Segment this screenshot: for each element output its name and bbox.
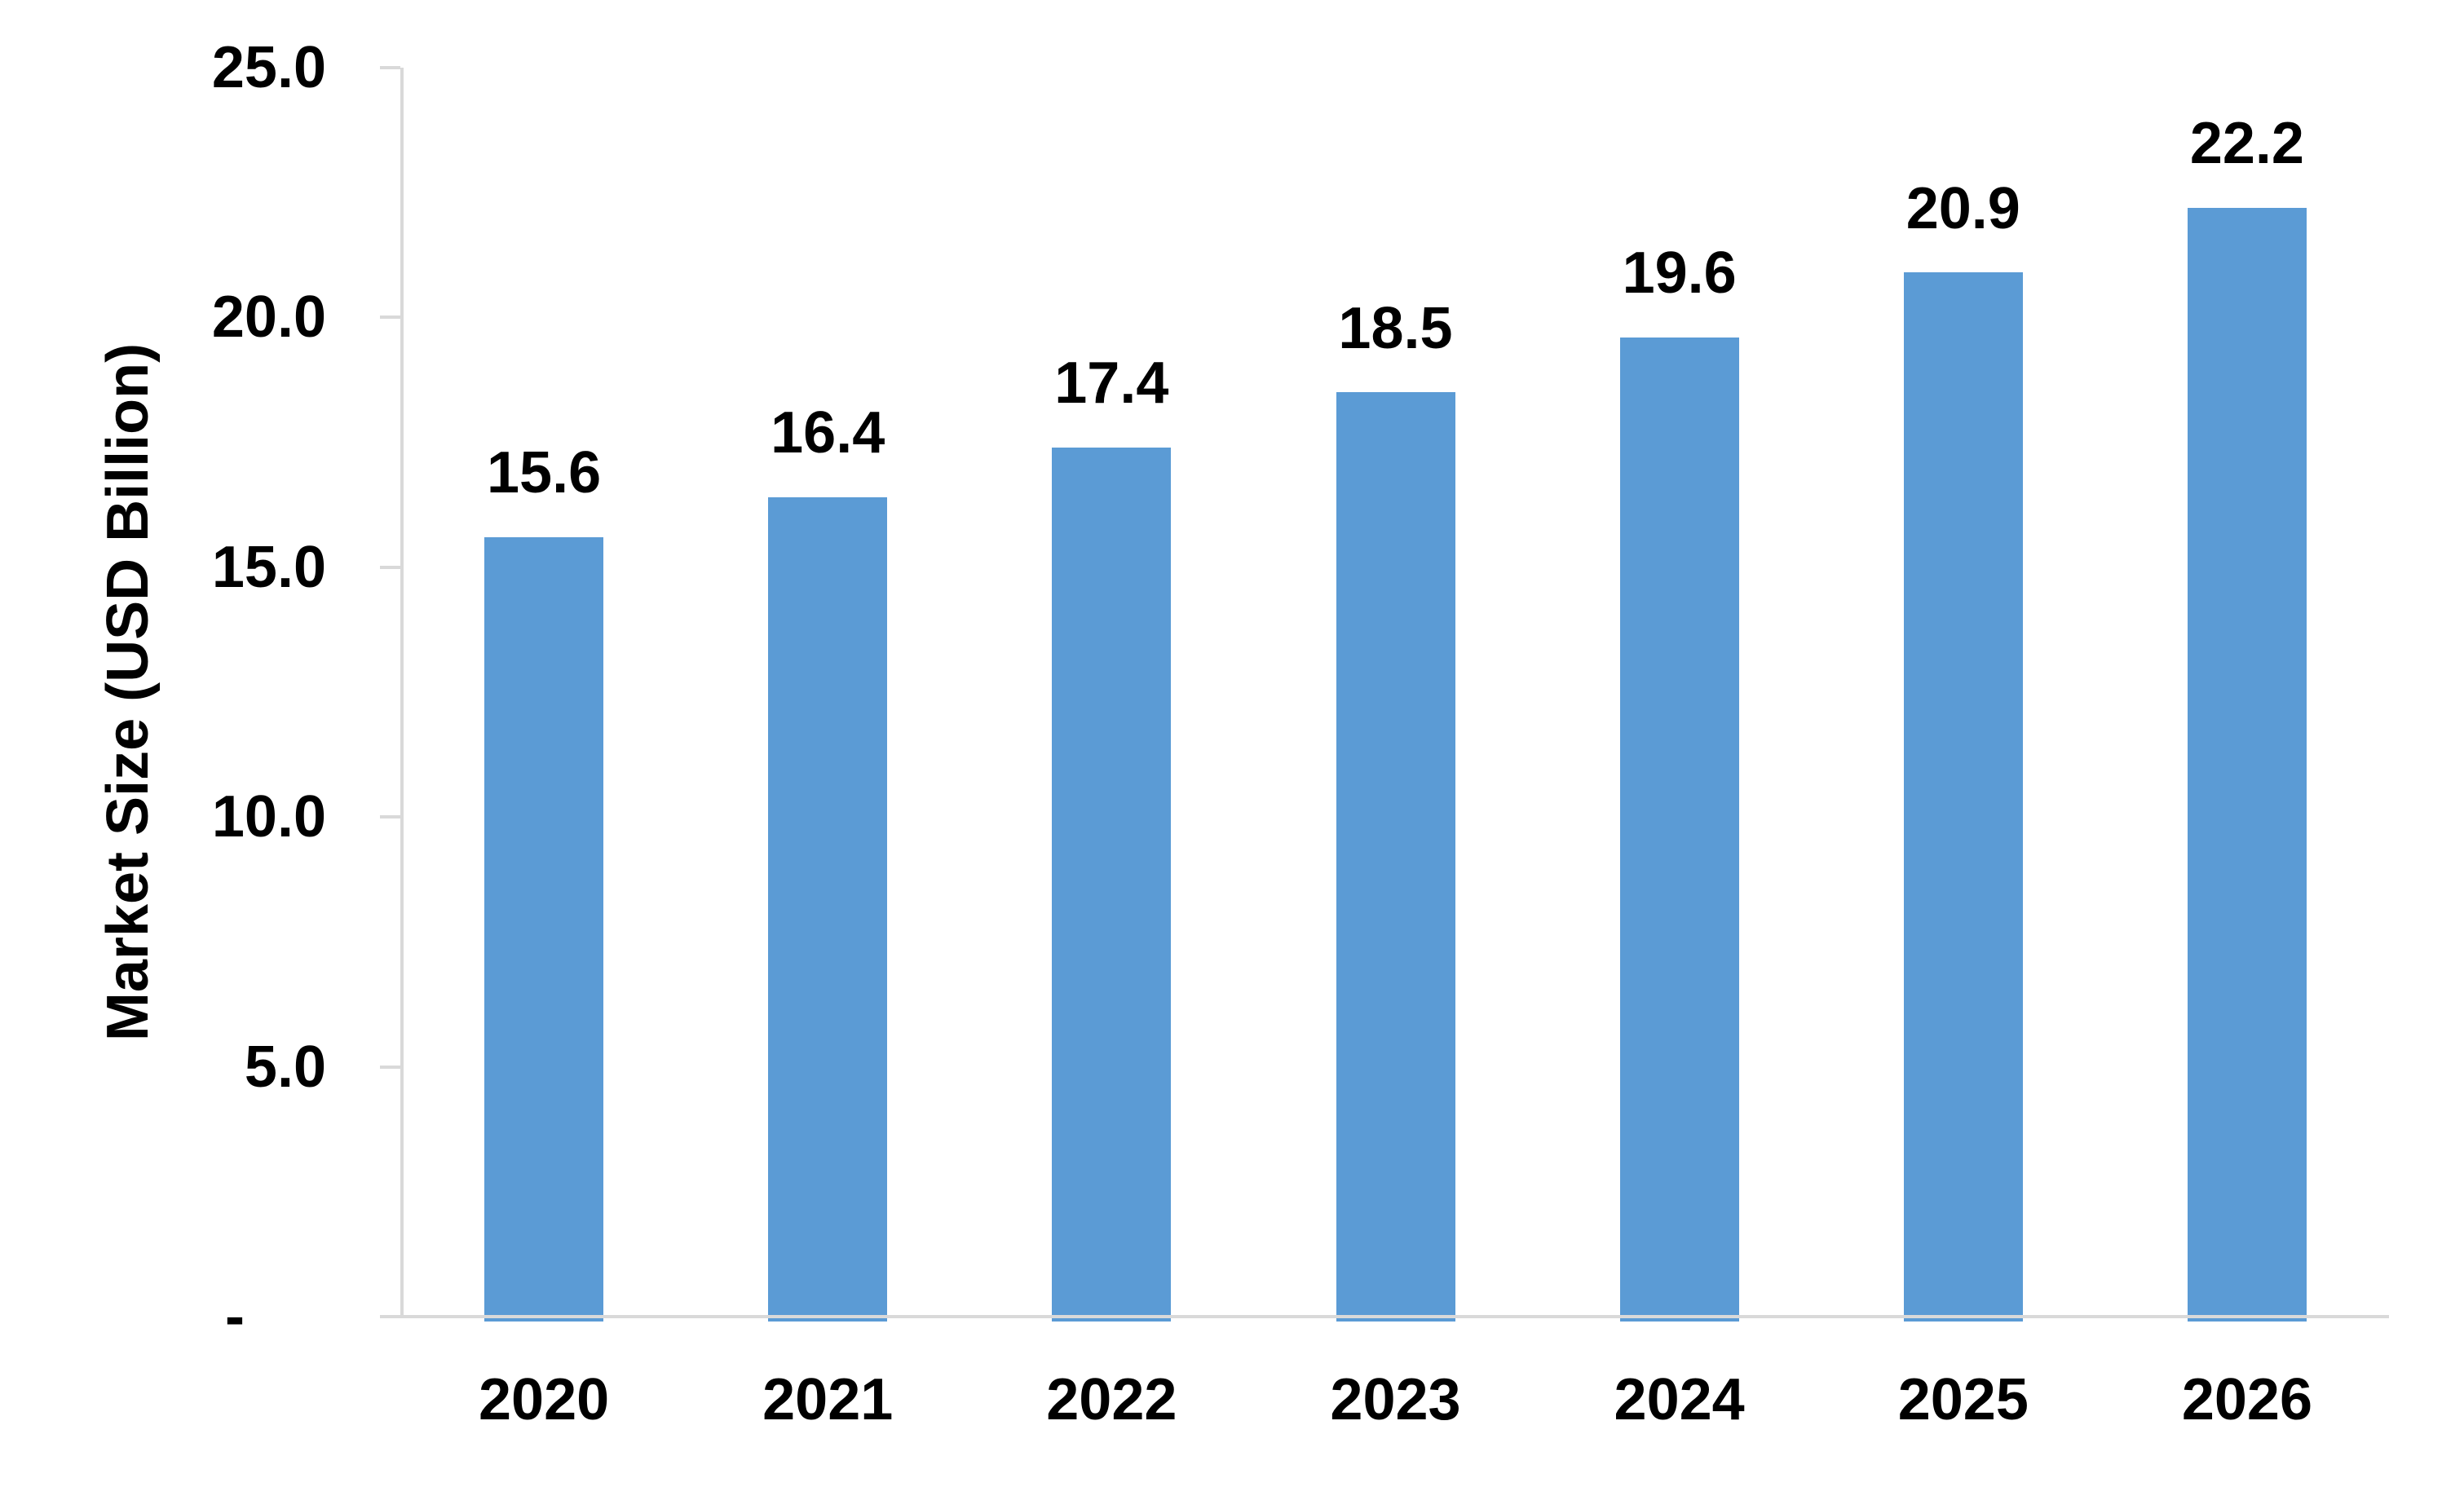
y-tick-label: 10.0 [211,784,326,850]
plot-area: 25.0 20.0 15.0 10.0 5.0 - 15.6 2020 16.4 2021 17.4… [212,38,2389,1431]
bar [1903,272,2023,1322]
x-tick-label: 2024 [1614,1367,1745,1432]
x-tick-label: 2026 [2181,1367,2312,1432]
bar-value-label: 19.6 [1622,240,1737,307]
y-tick-mark [380,815,400,819]
x-tick-label: 2023 [1330,1367,1461,1432]
y-axis-line [400,68,404,1318]
bar-value-label: 15.6 [487,440,602,506]
x-axis-line [400,1315,2389,1318]
x-tick-label: 2021 [762,1367,894,1432]
bar-value-label: 22.2 [2189,111,2304,176]
y-axis-title: Market Size (USD Billion) [95,342,161,1042]
y-tick-label: 5.0 [244,1034,326,1100]
y-tick-label: 25.0 [211,35,326,100]
y-tick-mark [380,1315,400,1318]
y-tick-mark [380,315,400,320]
bar-value-label: 16.4 [771,400,885,466]
bar [1336,392,1455,1322]
y-tick-label: - [225,1284,245,1349]
bar-value-label: 18.5 [1338,295,1453,361]
bar [484,537,604,1322]
bar-value-label: 20.9 [1905,175,2020,241]
bar [768,497,888,1322]
y-tick-label: 20.0 [211,285,326,351]
x-tick-label: 2022 [1046,1367,1177,1432]
bar [1619,337,1739,1322]
x-tick-label: 2020 [478,1367,610,1432]
x-tick-label: 2025 [1897,1367,2029,1432]
y-tick-mark [380,1065,400,1069]
y-tick-label: 15.0 [211,534,326,600]
bar [2187,207,2307,1322]
bar [1052,447,1172,1322]
y-tick-mark [380,565,400,569]
bar-value-label: 17.4 [1054,351,1169,417]
y-tick-mark [380,66,400,69]
